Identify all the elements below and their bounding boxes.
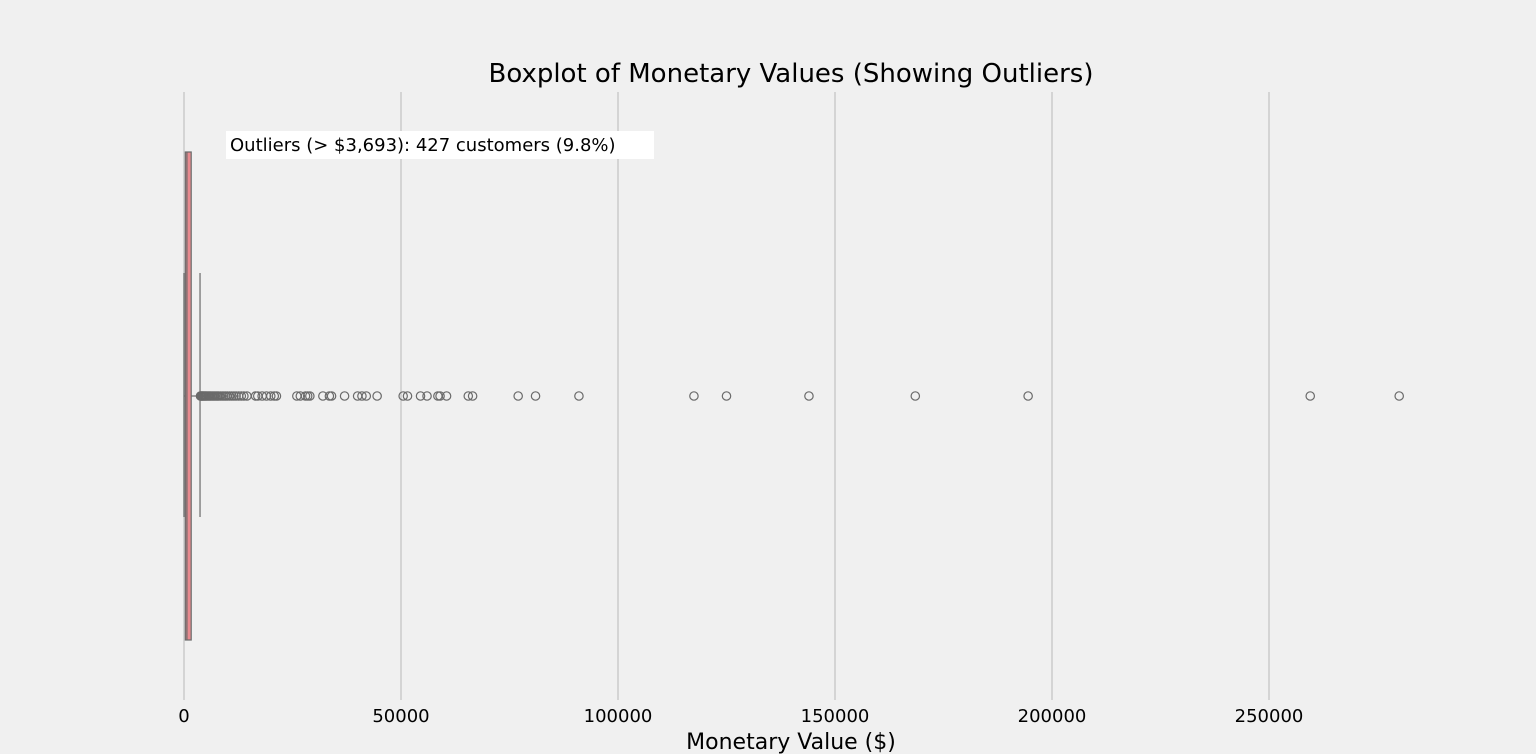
x-tick-label: 0 xyxy=(178,706,189,727)
outlier-point xyxy=(435,391,445,401)
outlier-point xyxy=(1394,391,1404,401)
outlier-point xyxy=(689,391,699,401)
outlier-point xyxy=(804,391,814,401)
outlier-point xyxy=(415,391,426,401)
outlier-point xyxy=(422,391,432,401)
x-axis-label: Monetary Value ($) xyxy=(686,730,896,754)
outlier-point xyxy=(1305,391,1316,401)
outlier-point xyxy=(236,391,247,401)
outlier-point xyxy=(339,391,350,401)
outlier-points xyxy=(195,391,1404,401)
x-tick-label: 100000 xyxy=(584,706,653,727)
outlier-point xyxy=(372,391,382,401)
outlier-point xyxy=(402,391,413,401)
x-tick-labels: 0 50000 100000 150000 200000 250000 xyxy=(178,706,1303,727)
x-tick-label: 250000 xyxy=(1235,706,1304,727)
outlier-point xyxy=(530,391,541,401)
iqr-box xyxy=(184,151,192,641)
outlier-point xyxy=(721,391,732,401)
outlier-point xyxy=(239,391,249,401)
x-tick-label: 50000 xyxy=(372,706,429,727)
outlier-point xyxy=(1023,391,1033,401)
outlier-point xyxy=(441,391,452,401)
outlier-point xyxy=(513,391,523,401)
annotation-box: Outliers (> $3,693): 427 customers (9.8%… xyxy=(226,131,654,159)
outlier-point xyxy=(295,391,306,401)
chart-title: Boxplot of Monetary Values (Showing Outl… xyxy=(489,59,1094,89)
outlier-point xyxy=(265,391,276,401)
x-tick-label: 150000 xyxy=(801,706,870,727)
outlier-point xyxy=(271,391,282,401)
outlier-point xyxy=(361,391,372,401)
outlier-point xyxy=(574,391,584,401)
outlier-point xyxy=(467,391,478,401)
annotation-background xyxy=(226,131,654,159)
outlier-point xyxy=(463,391,474,401)
x-tick-label: 200000 xyxy=(1018,706,1087,727)
outlier-point xyxy=(357,391,367,401)
annotation-text: Outliers (> $3,693): 427 customers (9.8%… xyxy=(230,135,616,156)
grid-lines xyxy=(183,92,1270,700)
outlier-point xyxy=(910,391,921,401)
outlier-point xyxy=(326,391,337,401)
outlier-point xyxy=(305,391,315,401)
outlier-point xyxy=(398,391,408,401)
